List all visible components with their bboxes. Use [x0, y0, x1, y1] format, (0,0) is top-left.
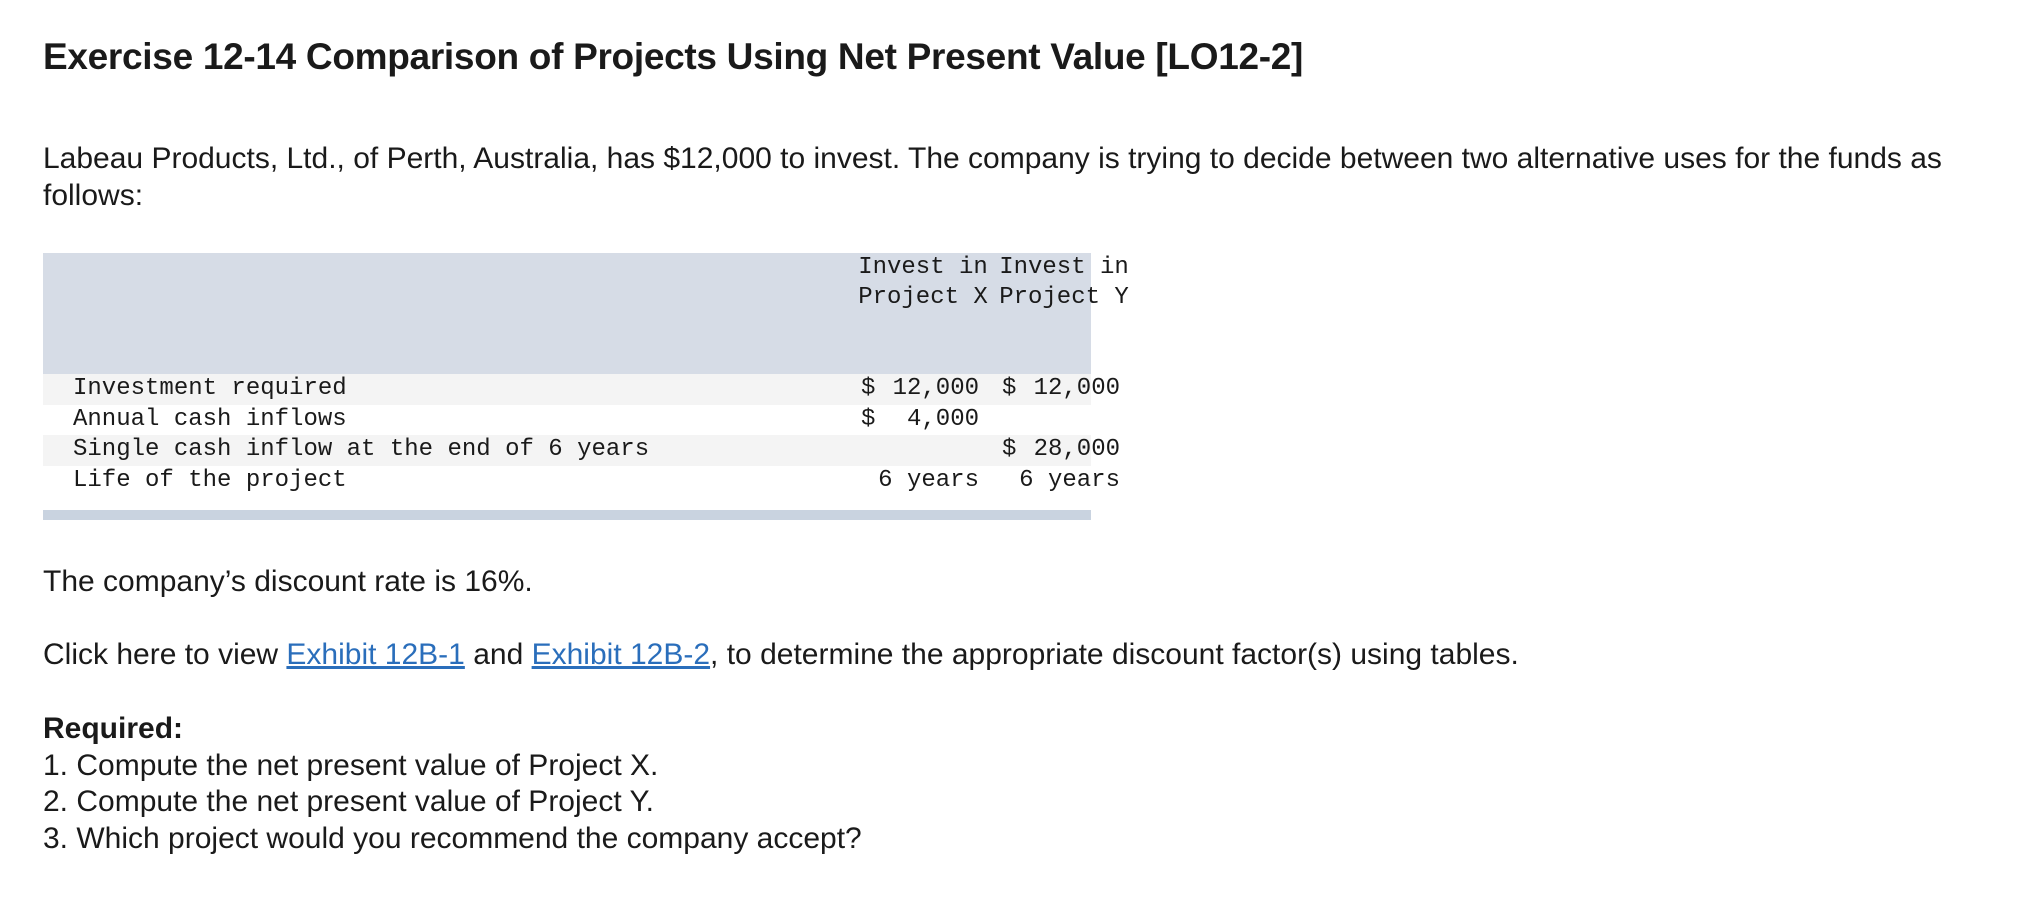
row-label: Investment required: [73, 375, 347, 402]
text: , to determine the appropriate discount …: [710, 638, 1519, 671]
required-item: 1. Compute the net present value of Proj…: [43, 748, 659, 782]
title: Exercise 12-14 Comparison of Projects Us…: [43, 36, 1304, 77]
column-header: Invest in Project Y: [999, 254, 1129, 312]
discount-text: The company’s discount rate is 16%.: [43, 565, 533, 598]
table-row: Single cash inflow at the end of 6 years…: [43, 435, 1120, 466]
table-row: Annual cash inflows $4,000: [43, 405, 1091, 436]
amount: 12,000: [1033, 375, 1120, 402]
table-body: Investment required $12,000 $12,000 Annual …: [43, 374, 1120, 497]
required-item: 2. Compute the net present value of Proj…: [43, 785, 654, 818]
amount: 6 years: [878, 466, 979, 494]
amount: 4,000: [906, 405, 979, 433]
currency: $: [1002, 375, 1017, 402]
table-footer-bar: [43, 510, 1091, 520]
table-row: Life of the project 6 years 6 years: [43, 466, 1120, 497]
amount: 6 years: [1019, 466, 1120, 494]
exhibit-text: Click here to view Exhibit 12B-1 and Exh…: [43, 638, 1519, 672]
amount: 28,000: [1033, 436, 1120, 463]
exhibit-link[interactable]: Exhibit 12B-1: [286, 638, 465, 671]
currency: $: [861, 375, 876, 402]
required-heading: Required:: [43, 712, 184, 745]
table-row: Investment required $12,000 $12,000: [43, 374, 1120, 405]
required-list: 1. Compute the net present value of Proj…: [43, 748, 862, 858]
data-table: Invest in Project X Invest in Project Y …: [43, 253, 1129, 520]
intro: Labeau Products, Ltd., of Perth, Austral…: [43, 142, 1942, 212]
text: and: [473, 638, 524, 671]
amount: 12,000: [892, 375, 979, 402]
row-label: Life of the project: [73, 466, 347, 494]
required-section: Required: 1. Compute the net present val…: [43, 711, 862, 857]
table-header: Invest in Project X Invest in Project Y: [43, 253, 1129, 374]
row-label: Annual cash inflows: [73, 405, 347, 433]
required-item: 3. Which project would you recommend the…: [43, 821, 862, 855]
exhibit-link[interactable]: Exhibit 12B-2: [531, 638, 711, 671]
currency: $: [861, 405, 876, 433]
text: Click here to view: [43, 638, 279, 671]
column-header: Invest in Project X: [858, 254, 988, 312]
currency: $: [1002, 436, 1017, 463]
row-label: Single cash inflow at the end of 6 years: [73, 436, 650, 463]
